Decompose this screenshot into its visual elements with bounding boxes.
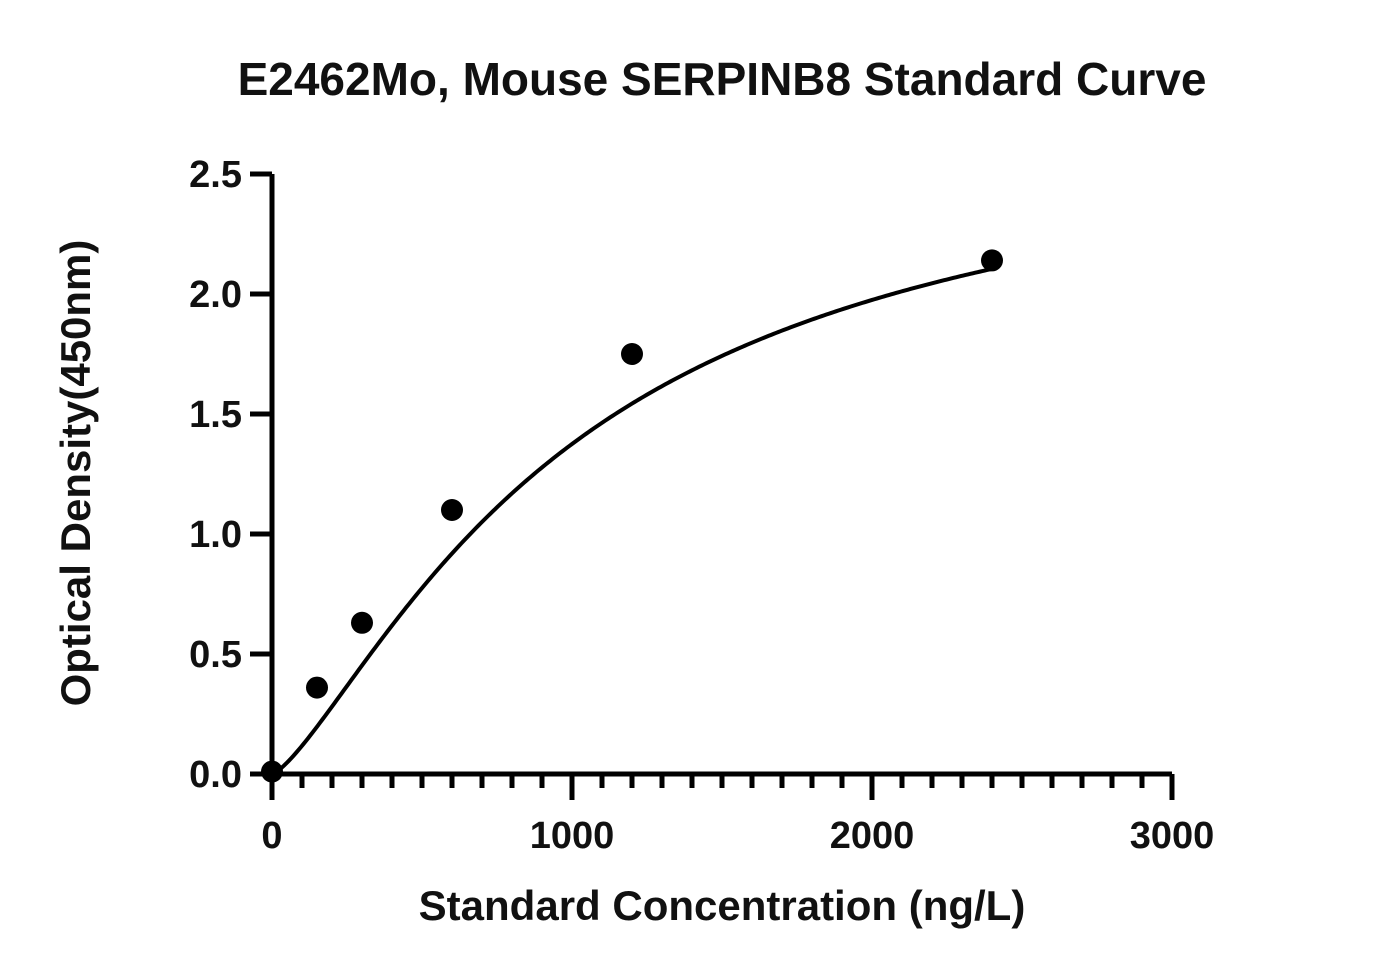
data-point bbox=[981, 249, 1003, 272]
axis-tick-labels: 0.0 0.5 1.0 1.5 2.0 2.5 0 1000 2000 3000 bbox=[189, 154, 1214, 857]
data-point bbox=[351, 611, 373, 634]
data-point bbox=[441, 499, 463, 521]
y-tick-label: 1.0 bbox=[189, 514, 242, 556]
x-tick-label: 1000 bbox=[530, 815, 615, 857]
axes bbox=[269, 174, 1172, 777]
chart-title: E2462Mo, Mouse SERPINB8 Standard Curve bbox=[238, 53, 1207, 105]
x-tick-label: 3000 bbox=[1130, 815, 1215, 857]
y-tick-label: 2.5 bbox=[189, 154, 242, 196]
data-points bbox=[261, 249, 1003, 783]
x-axis-label: Standard Concentration (ng/L) bbox=[419, 882, 1026, 929]
fit-curve-group bbox=[271, 266, 993, 776]
y-axis-label: Optical Density(450nm) bbox=[52, 240, 99, 707]
x-tick-label: 2000 bbox=[830, 815, 915, 857]
axis-ticks bbox=[250, 171, 1175, 800]
fit-curve bbox=[271, 266, 993, 776]
x-tick-label: 0 bbox=[261, 815, 282, 857]
y-tick-label: 0.0 bbox=[189, 754, 242, 796]
data-point bbox=[621, 343, 643, 365]
data-point bbox=[261, 760, 283, 783]
y-tick-label: 0.5 bbox=[189, 634, 242, 676]
y-tick-label: 1.5 bbox=[189, 394, 242, 436]
y-tick-label: 2.0 bbox=[189, 274, 242, 316]
data-point bbox=[306, 676, 328, 699]
